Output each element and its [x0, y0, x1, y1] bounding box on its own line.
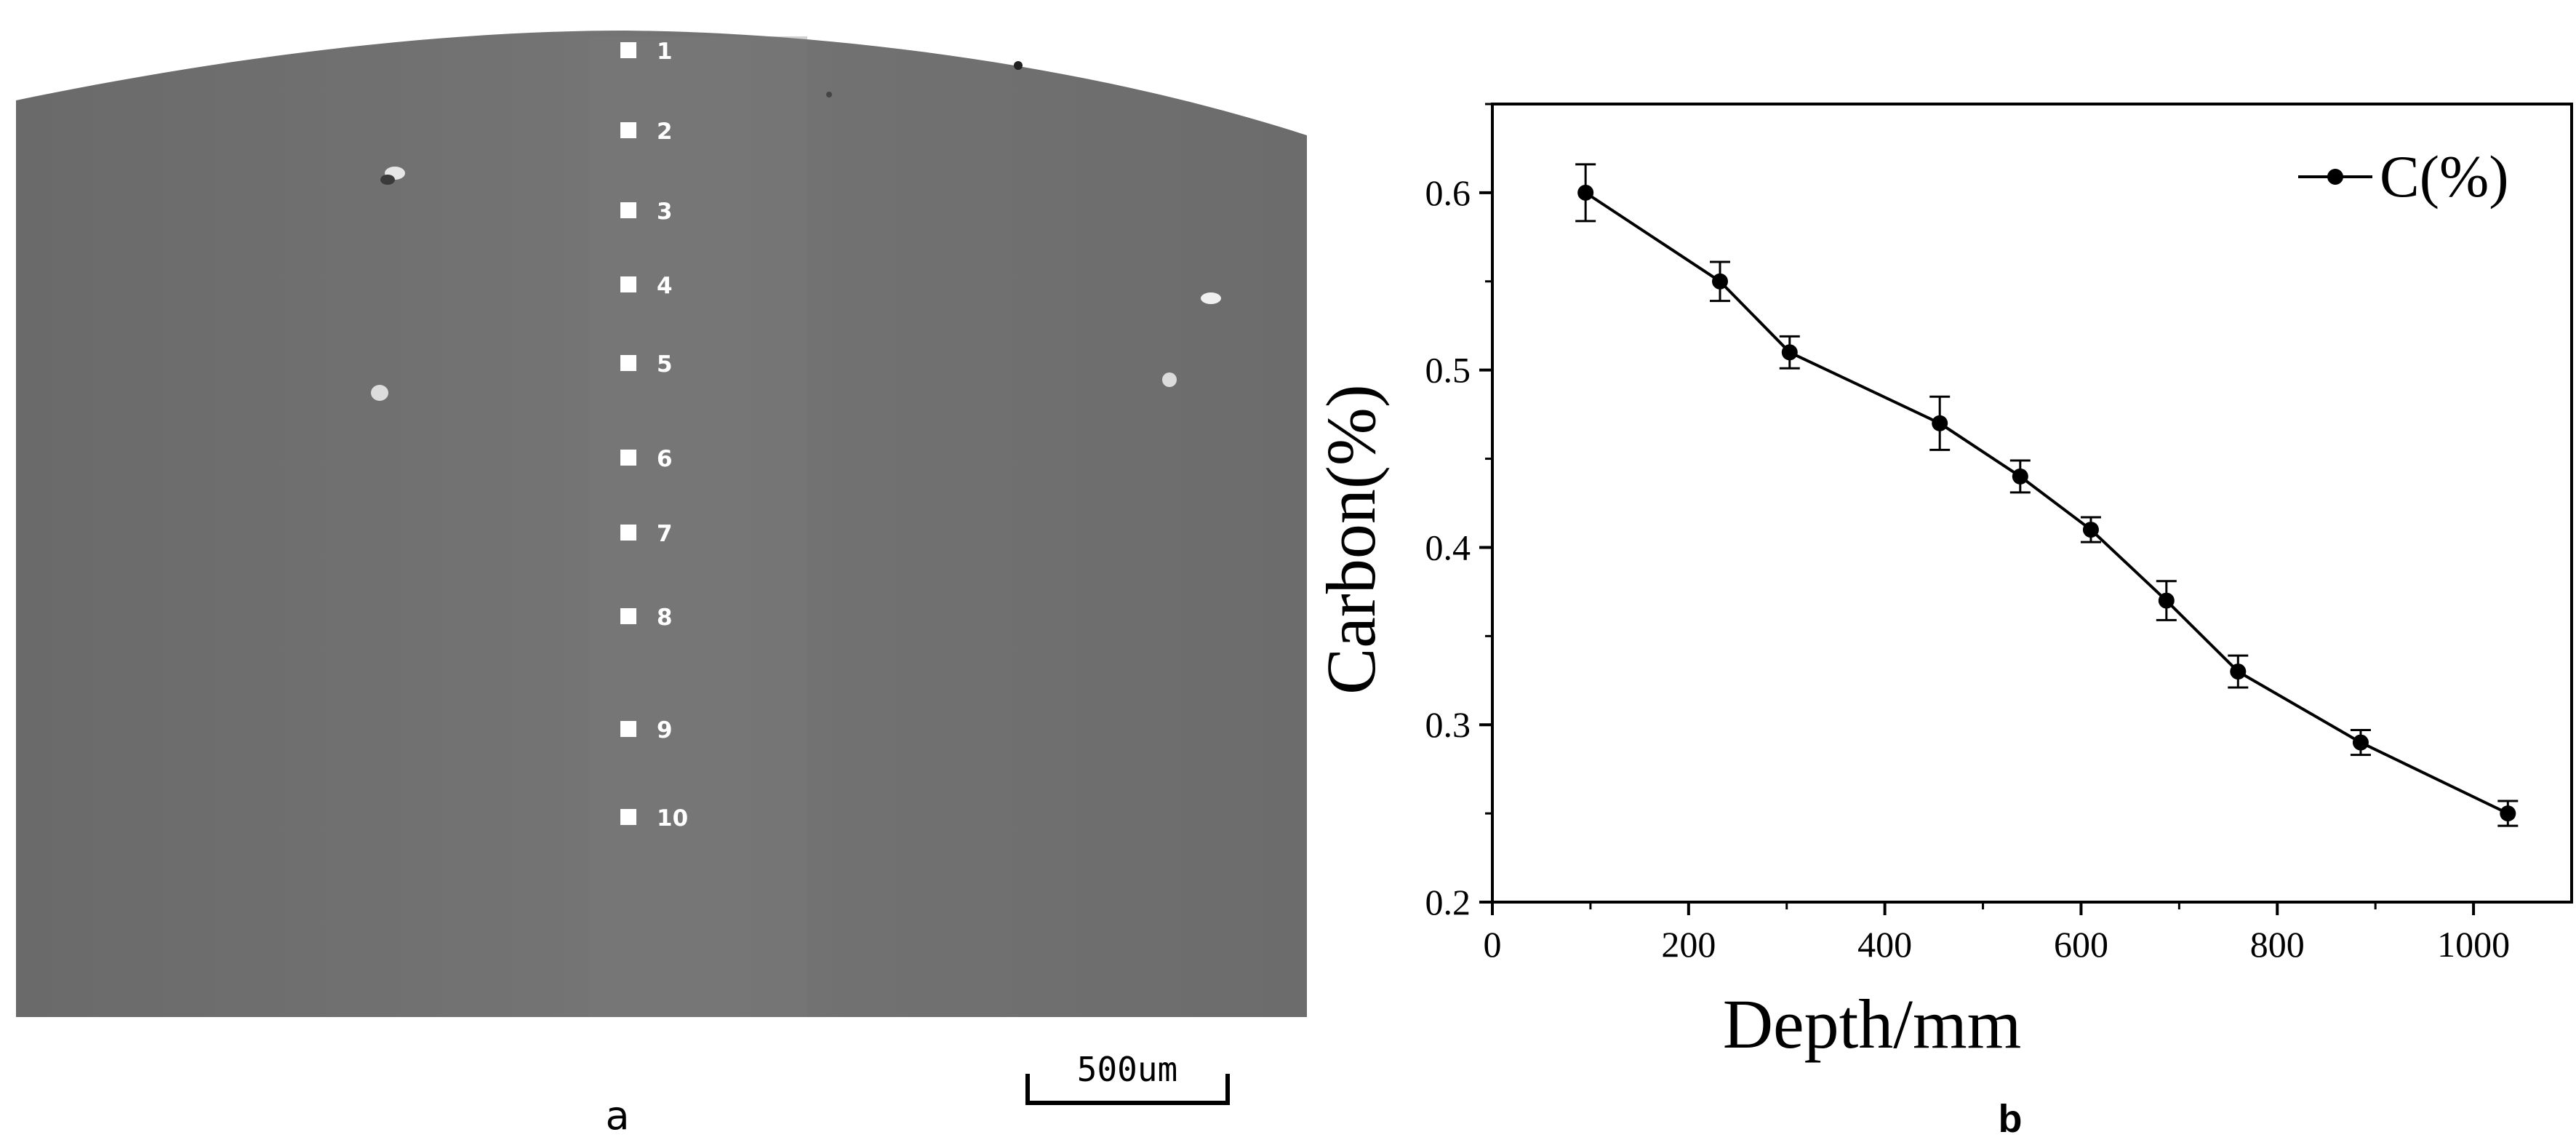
marker-label-5: 5 [657, 351, 673, 378]
plot-frame [1491, 103, 2573, 904]
scale-bar-label: 500um [1077, 1050, 1177, 1089]
sample-section [16, 31, 1307, 1017]
marker-label-3: 3 [657, 199, 673, 225]
y-tick-label-3: 0.5 [1425, 350, 1471, 391]
data-point-7 [2230, 663, 2247, 680]
micrograph-image: 1 2 3 4 5 6 7 8 9 10 500um a [16, 31, 1307, 1139]
panel-label-a: a [605, 1093, 629, 1139]
x-tick-label-5: 1000 [2437, 924, 2510, 965]
marker-square-3 [620, 202, 636, 218]
data-point-3 [1932, 415, 1948, 431]
inclusion-defects [371, 61, 1221, 401]
marker-square-1 [620, 42, 636, 58]
chart-series [1575, 163, 2519, 827]
marker-label-10: 10 [657, 805, 688, 832]
data-point-9 [2500, 805, 2516, 822]
marker-square-5 [620, 355, 636, 371]
marker-square-6 [620, 450, 636, 466]
marker-square-9 [620, 721, 636, 737]
marker-label-9: 9 [657, 717, 673, 744]
chart-frame [1491, 103, 2573, 904]
marker-label-6: 6 [657, 446, 673, 472]
marker-group: 1 2 3 4 5 6 7 8 9 10 [620, 39, 688, 832]
data-point-6 [2158, 592, 2175, 609]
marker-label-8: 8 [657, 605, 673, 631]
marker-square-4 [620, 276, 636, 292]
x-tick-label-3: 600 [2054, 924, 2108, 965]
data-point-5 [2082, 522, 2099, 538]
data-point-0 [1577, 184, 1594, 201]
legend-marker [2327, 169, 2343, 185]
scale-bar: 500um [1025, 1050, 1230, 1105]
marker-label-2: 2 [657, 119, 673, 145]
data-point-4 [2012, 468, 2028, 485]
data-point-8 [2352, 734, 2369, 751]
micrograph-panel: 1 2 3 4 5 6 7 8 9 10 500um a [16, 31, 1307, 1139]
x-tick-label-0: 0 [1484, 924, 1502, 965]
y-tick-label-0: 0.2 [1425, 882, 1471, 922]
marker-label-7: 7 [657, 521, 673, 547]
marker-square-2 [620, 122, 636, 138]
x-axis-title: Depth/mm [1723, 985, 2022, 1063]
chart-legend: C(%) [2298, 143, 2509, 210]
y-tick-label-1: 0.3 [1425, 704, 1471, 745]
series-line-0 [1585, 191, 2509, 815]
y-tick-label-4: 0.6 [1425, 172, 1471, 213]
data-point-2 [1781, 344, 1798, 361]
data-point-1 [1711, 273, 1728, 290]
marker-square-8 [620, 608, 636, 624]
legend-label: C(%) [2380, 143, 2509, 210]
y-axis-title: Carbon(%) [1312, 384, 1390, 695]
x-tick-label-1: 200 [1661, 924, 1716, 965]
marker-label-4: 4 [657, 273, 673, 299]
y-tick-label-2: 0.4 [1425, 527, 1471, 567]
chart-ticks: 0 200 400 600 800 1000 0.2 0.3 0.4 0.5 0.6 [1425, 103, 2510, 965]
marker-square-7 [620, 525, 636, 541]
x-tick-label-2: 400 [1857, 924, 1912, 965]
panel-label-b: b [1999, 1097, 2023, 1141]
marker-label-1: 1 [657, 39, 673, 65]
x-tick-label-4: 800 [2250, 924, 2305, 965]
marker-square-10 [620, 809, 636, 825]
